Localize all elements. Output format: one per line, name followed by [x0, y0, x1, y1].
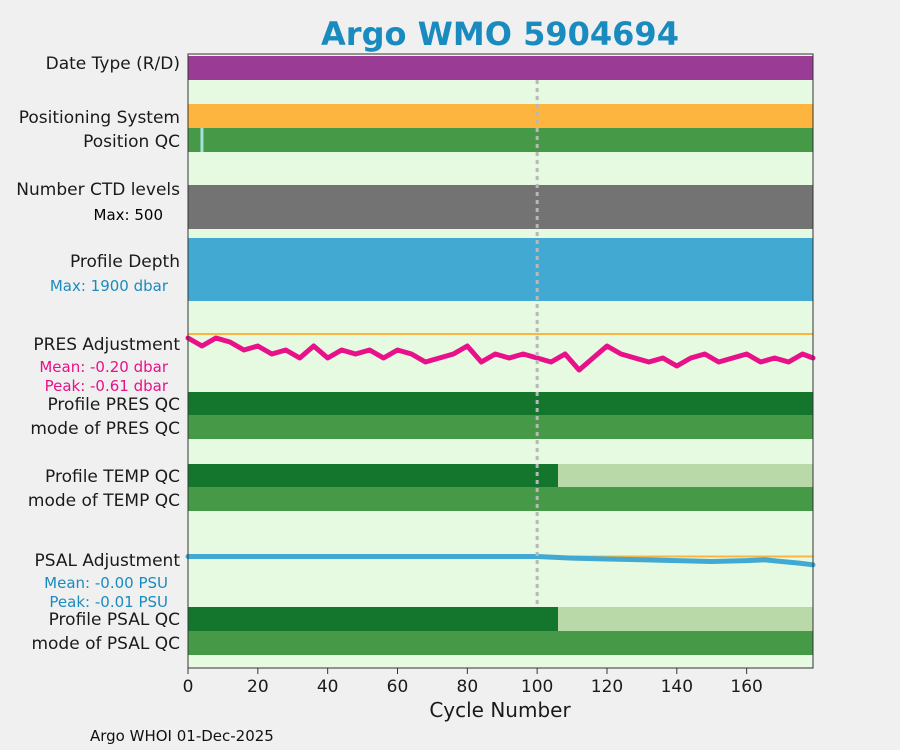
row-label-profile-psal-qc: Profile PSAL QC — [49, 610, 180, 630]
x-axis-label: Cycle Number — [429, 698, 571, 722]
x-tick-label: 60 — [387, 677, 409, 697]
footer-credit: Argo WHOI 01-Dec-2025 — [90, 727, 274, 745]
row-label-profile-temp-qc: Profile TEMP QC — [45, 467, 180, 487]
bar-profile-depth — [188, 238, 813, 301]
profile-depth-max: Max: 1900 dbar — [50, 277, 169, 295]
x-tick-label: 140 — [661, 677, 693, 697]
bar-position-qc-highlight — [200, 128, 204, 152]
ctd-levels-max: Max: 500 — [94, 206, 163, 224]
labels-layer: Date Type (R/D) Positioning System Posit… — [16, 54, 180, 654]
bar-profile-pres-qc — [188, 392, 813, 415]
bar-profile-psal-qc — [188, 607, 559, 631]
x-axis: 0 20 40 60 80 100 120 140 160 — [183, 668, 763, 697]
row-label-mode-psal-qc: mode of PSAL QC — [31, 634, 180, 654]
row-label-profile-pres-qc: Profile PRES QC — [47, 395, 180, 415]
bar-ctd-levels — [188, 185, 813, 229]
plot-frame — [187, 53, 814, 669]
psal-adjustment-mean: Mean: -0.00 PSU — [44, 574, 168, 592]
pres-adjustment-series-line — [185, 335, 816, 373]
bar-mode-temp-qc — [188, 487, 813, 511]
row-label-mode-pres-qc: mode of PRES QC — [30, 419, 180, 439]
bar-position-qc — [188, 128, 813, 152]
bar-date-type — [188, 56, 813, 80]
pres-adjustment-mean: Mean: -0.20 dbar — [39, 358, 169, 376]
psal-adjustment-peak: Peak: -0.01 PSU — [49, 593, 168, 611]
plot-background — [188, 54, 813, 668]
lines-layer — [185, 333, 816, 568]
psal-adjustment-series-line — [185, 554, 816, 568]
x-tick-label: 120 — [591, 677, 623, 697]
bar-mode-psal-qc — [188, 631, 813, 655]
bar-profile-temp-qc-after — [558, 464, 813, 487]
row-label-mode-temp-qc: mode of TEMP QC — [28, 491, 180, 511]
x-tick-label: 40 — [317, 677, 339, 697]
bar-positioning — [188, 104, 813, 128]
row-label-profile-depth: Profile Depth — [70, 252, 180, 272]
bar-mode-pres-qc — [188, 415, 813, 439]
x-tick-label: 0 — [183, 677, 194, 697]
x-tick-label: 160 — [730, 677, 762, 697]
row-label-ctd-levels: Number CTD levels — [16, 180, 180, 200]
row-label-pres-adjustment: PRES Adjustment — [33, 335, 180, 355]
row-label-psal-adjustment: PSAL Adjustment — [35, 551, 181, 571]
pres-adjustment-peak: Peak: -0.61 dbar — [45, 377, 169, 395]
x-tick-label: 100 — [521, 677, 553, 697]
row-label-position-qc: Position QC — [83, 132, 180, 152]
row-label-date-type: Date Type (R/D) — [46, 54, 180, 74]
x-tick-label: 80 — [457, 677, 479, 697]
x-tick-label: 20 — [247, 677, 269, 697]
bar-profile-psal-qc-after — [558, 607, 813, 631]
bars-layer — [188, 56, 813, 655]
chart-title: Argo WMO 5904694 — [321, 15, 679, 53]
bar-profile-temp-qc — [188, 464, 559, 487]
row-label-positioning-system: Positioning System — [19, 108, 180, 128]
